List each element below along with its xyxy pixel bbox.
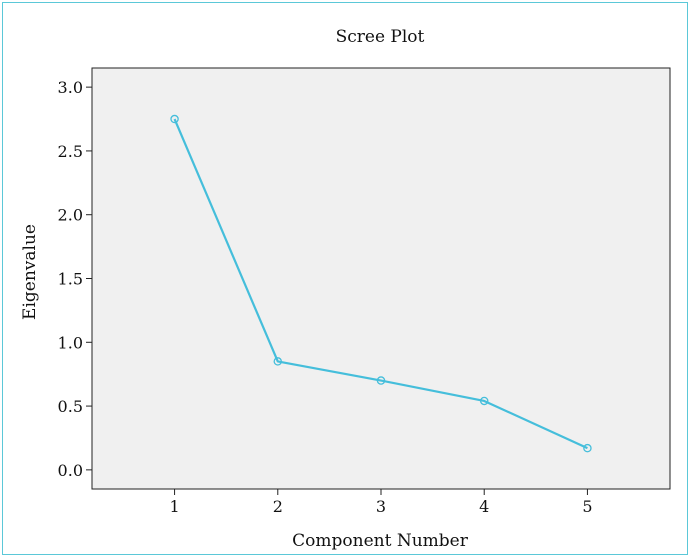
data-point	[376, 376, 386, 385]
x-tick-label: 3	[376, 497, 386, 516]
y-tick-label: 3.0	[58, 78, 83, 97]
data-point	[583, 443, 592, 453]
plot-area	[91, 67, 671, 490]
x-axis-label: Component Number	[292, 531, 469, 551]
y-tick-label: 1.0	[58, 333, 83, 352]
series-line	[173, 118, 588, 450]
x-tick-label: 4	[479, 497, 489, 516]
data-point	[273, 357, 283, 366]
x-tick-label: 1	[169, 497, 179, 516]
y-axis-label: Eigenvalue	[20, 224, 40, 320]
y-axis: 0.0 0.5 1.0 1.5 2.0 2.5 3.0	[58, 78, 92, 480]
data-point	[170, 114, 179, 124]
series-group	[170, 114, 592, 453]
y-tick-label: 2.5	[58, 142, 83, 161]
x-tick-label: 2	[273, 497, 283, 516]
y-tick-label: 2.0	[58, 206, 83, 225]
data-point	[479, 396, 489, 406]
x-tick-label: 5	[582, 497, 592, 516]
y-tick-label: 0.5	[58, 397, 83, 416]
chart-title: Scree Plot	[336, 27, 425, 47]
x-axis: 1 2 3 4 5	[169, 489, 593, 516]
y-tick-label: 1.5	[58, 270, 83, 289]
y-tick-label: 0.0	[58, 461, 83, 480]
